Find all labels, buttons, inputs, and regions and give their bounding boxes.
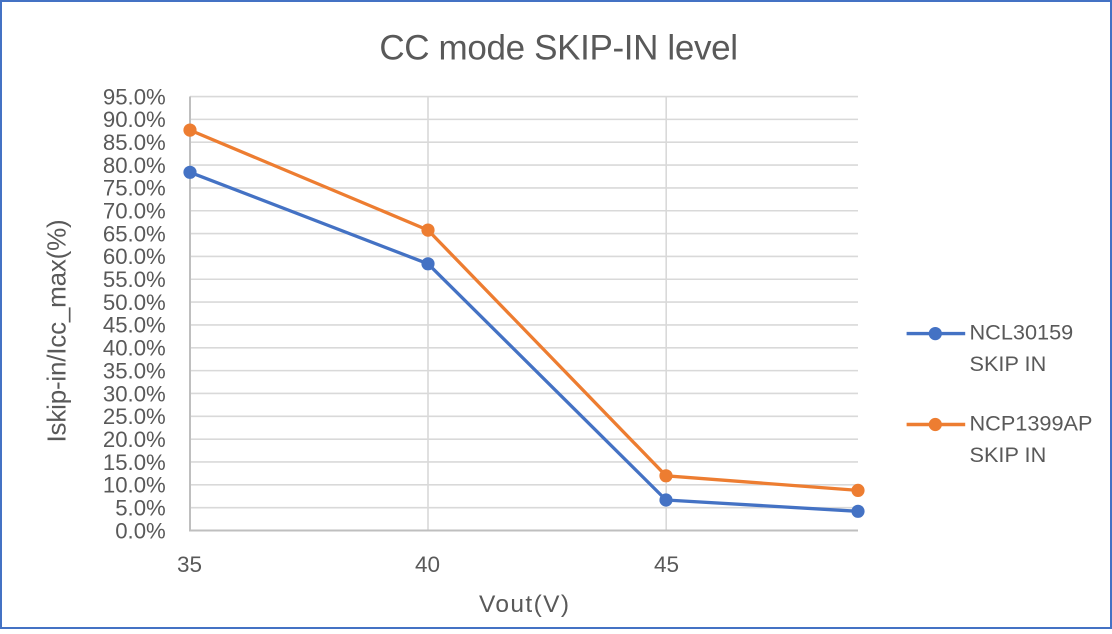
svg-text:30.0%: 30.0% (103, 381, 166, 406)
svg-text:0.0%: 0.0% (115, 518, 166, 543)
svg-text:10.0%: 10.0% (103, 473, 166, 498)
svg-text:75.0%: 75.0% (103, 176, 166, 201)
svg-text:20.0%: 20.0% (103, 427, 166, 452)
svg-text:50.0%: 50.0% (103, 290, 166, 315)
svg-text:80.0%: 80.0% (103, 153, 166, 178)
svg-text:NCL30159: NCL30159 (970, 319, 1074, 344)
svg-text:25.0%: 25.0% (103, 404, 166, 429)
svg-text:CC mode SKIP-IN level: CC mode SKIP-IN level (379, 28, 737, 67)
svg-text:15.0%: 15.0% (103, 450, 166, 475)
svg-text:85.0%: 85.0% (103, 130, 166, 155)
svg-text:5.0%: 5.0% (115, 495, 166, 520)
svg-text:55.0%: 55.0% (103, 267, 166, 292)
svg-text:95.0%: 95.0% (103, 84, 166, 109)
svg-text:45: 45 (654, 552, 679, 577)
svg-text:SKIP IN: SKIP IN (970, 351, 1047, 376)
svg-text:Vout(V): Vout(V) (479, 591, 571, 618)
svg-text:40.0%: 40.0% (103, 336, 166, 361)
svg-text:40: 40 (415, 552, 440, 577)
svg-text:35: 35 (177, 552, 202, 577)
svg-text:NCP1399AP: NCP1399AP (970, 411, 1093, 436)
svg-text:60.0%: 60.0% (103, 244, 166, 269)
svg-text:65.0%: 65.0% (103, 221, 166, 246)
svg-text:35.0%: 35.0% (103, 358, 166, 383)
svg-text:SKIP IN: SKIP IN (970, 442, 1047, 467)
svg-text:90.0%: 90.0% (103, 107, 166, 132)
svg-text:45.0%: 45.0% (103, 313, 166, 338)
svg-text:Iskip-in/Icc_max(%): Iskip-in/Icc_max(%) (42, 219, 72, 442)
svg-text:70.0%: 70.0% (103, 199, 166, 224)
